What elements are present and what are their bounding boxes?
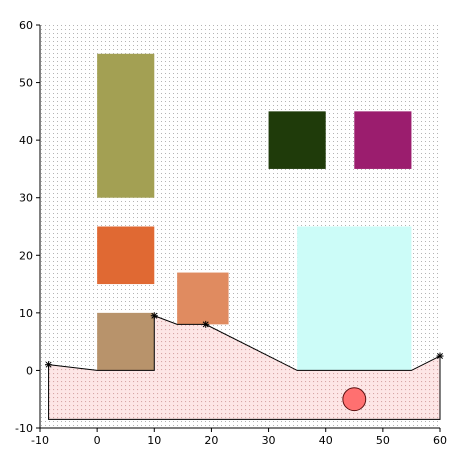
rectangle-5	[268, 111, 326, 169]
y-tick-label: 30	[19, 192, 33, 205]
terrain-layer	[48, 315, 441, 420]
y-tick-label: 0	[26, 364, 33, 377]
circles-layer	[342, 387, 367, 412]
x-tick-label: 60	[433, 434, 447, 447]
x-tick-label: 40	[319, 434, 333, 447]
x-tick-label: 30	[262, 434, 276, 447]
x-tick-label: 0	[94, 434, 101, 447]
terrain-marker-4	[436, 352, 444, 360]
x-tick-label: 50	[376, 434, 390, 447]
rectangle-3	[97, 312, 155, 371]
terrain-marker-1	[45, 361, 53, 369]
markers-layer	[45, 312, 444, 369]
y-tick-label: 20	[19, 249, 33, 262]
rectangle-1	[97, 53, 155, 198]
terrain-marker-2	[150, 312, 158, 320]
axes-layer: -10 0 10 20 30 40 50 60 -10 0 10 20 30 40 50 60	[15, 19, 447, 447]
x-tick-label: -10	[31, 434, 49, 447]
rectangles-layer	[97, 53, 412, 371]
y-tick-label: 40	[19, 134, 33, 147]
rectangle-4	[177, 272, 229, 325]
x-tick-label: 10	[147, 434, 161, 447]
rectangle-7	[297, 226, 412, 371]
y-tick-label: 60	[19, 19, 33, 32]
x-tick-label: 20	[204, 434, 218, 447]
circle-1	[342, 387, 367, 412]
terrain-polygon	[48, 315, 441, 420]
rectangle-2	[97, 226, 155, 285]
rectangle-6	[354, 111, 412, 169]
terrain-marker-3	[202, 320, 210, 328]
y-tick-label: 10	[19, 307, 33, 320]
y-tick-label: 50	[19, 77, 33, 90]
y-tick-label: -10	[15, 422, 33, 435]
